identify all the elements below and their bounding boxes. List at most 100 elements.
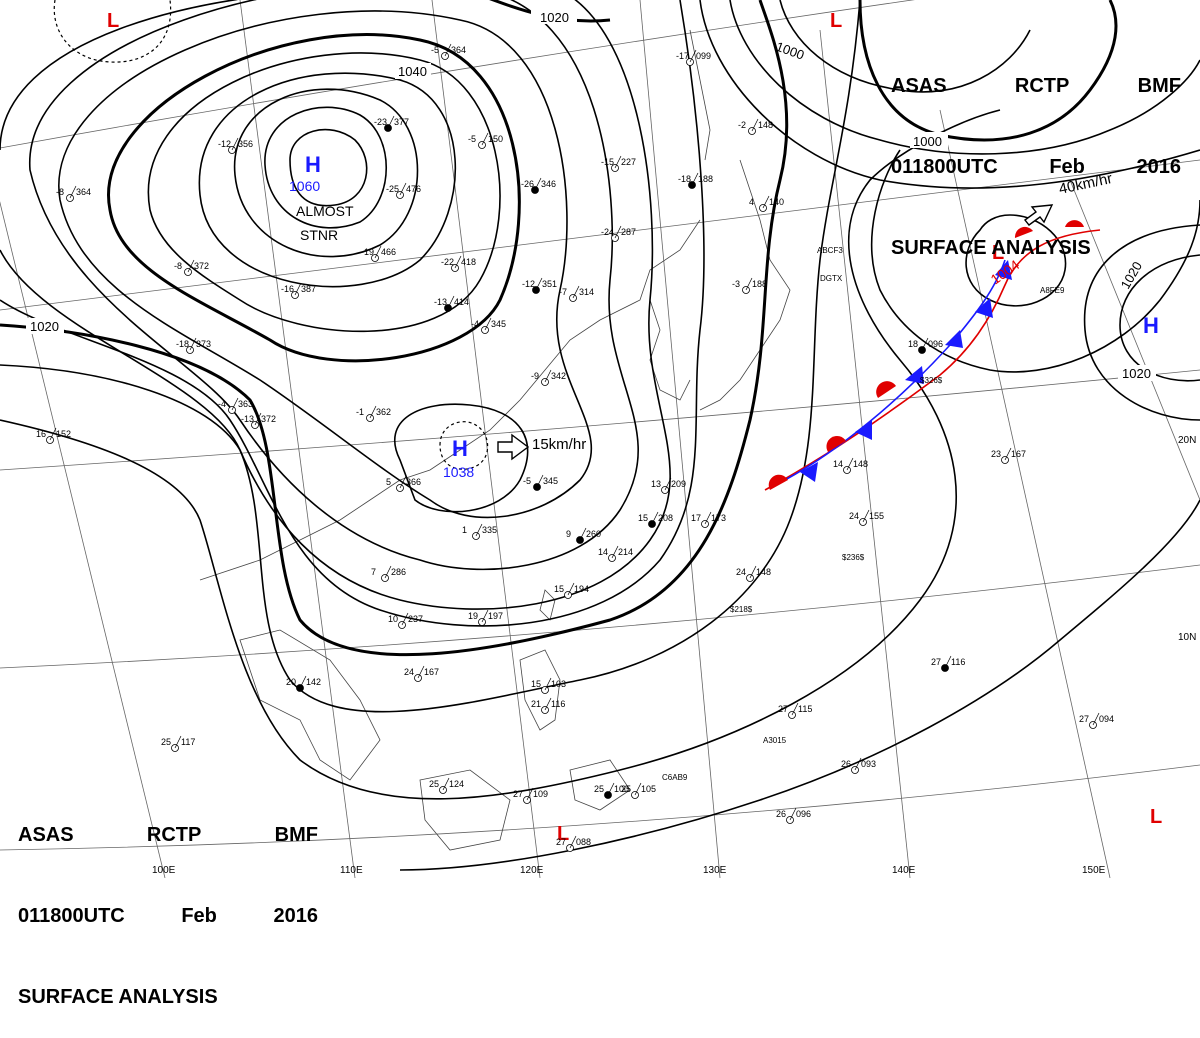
wind-barb xyxy=(299,675,307,689)
motion-arrow-high-south xyxy=(497,433,530,461)
station-plot: -16 387 xyxy=(281,282,316,299)
high-south-symbol: H xyxy=(452,436,468,461)
warm-front-semicircles xyxy=(768,220,1084,490)
coastline-mindanao xyxy=(569,759,631,811)
coastline-borneo xyxy=(419,769,511,851)
cold-front-line xyxy=(784,259,1006,481)
wind-barb xyxy=(651,511,659,525)
station-plot: -8 364 xyxy=(56,185,91,202)
station-plot: -7 314 xyxy=(559,285,594,302)
station-pressure: 116 xyxy=(951,657,965,667)
isobars xyxy=(0,0,1200,871)
station-temp: 25 xyxy=(161,737,171,747)
wind-barb xyxy=(664,477,672,491)
low-nw-symbol: L xyxy=(107,10,119,32)
ship-code: DGTX xyxy=(820,274,843,283)
station-temp: 15 xyxy=(554,584,564,594)
station-temp: 27 xyxy=(778,704,788,714)
coastline-indochina xyxy=(239,629,381,781)
station-temp: -3 xyxy=(732,279,740,289)
station-plot: 27 088 xyxy=(556,835,591,852)
wind-barb xyxy=(526,787,534,801)
high-south-value: 1038 xyxy=(443,464,474,480)
station-temp: 21 xyxy=(531,699,541,709)
header-month: Feb xyxy=(1049,156,1085,178)
chart-header-top: ASAS RCTP BMF 011800UTC Feb 2016 SURFACE… xyxy=(891,19,1181,289)
wind-barb xyxy=(231,397,239,411)
station-pressure: 314 xyxy=(579,287,594,297)
station-temp: 5 xyxy=(386,477,391,487)
header-title: SURFACE ANALYSIS xyxy=(18,986,218,1008)
wind-barb xyxy=(762,195,770,209)
coastline-china xyxy=(199,219,701,581)
station-pressure: 364 xyxy=(76,187,91,197)
isobar-1032 xyxy=(29,0,639,571)
station-plot: -18 373 xyxy=(176,337,211,354)
station-plot: 15 208 xyxy=(638,511,673,528)
wind-barb xyxy=(579,527,587,541)
header-time: 011800UTC xyxy=(18,905,125,927)
station-pressure: 387 xyxy=(301,284,316,294)
station-pressure: 148 xyxy=(853,459,868,469)
wind-barb xyxy=(1004,447,1012,461)
station-temp: 26 xyxy=(841,759,851,769)
ship-code: A3015 xyxy=(763,736,787,745)
ship-code: A8FE9 xyxy=(1040,286,1065,295)
wind-barb xyxy=(862,509,870,523)
station-temp: -15 xyxy=(601,157,614,167)
station-temp: 25 xyxy=(429,779,439,789)
isobar-label: 1000 xyxy=(913,134,942,149)
station-pressure: 096 xyxy=(796,809,811,819)
station-temp: -24 xyxy=(601,227,614,237)
station-pressure: 377 xyxy=(394,117,409,127)
wind-barb xyxy=(442,777,450,791)
header-line-1: ASAS RCTP BMF xyxy=(18,822,318,849)
high-main-value: 1060 xyxy=(289,178,320,194)
station-pressure: 116 xyxy=(551,699,565,709)
station-plot: 15 194 xyxy=(554,582,589,599)
isobar-1004-b xyxy=(729,0,1200,155)
station-plot: 16 152 xyxy=(36,427,71,444)
header-line-2: 011800UTC Feb 2016 xyxy=(18,903,318,930)
header-code: BMF xyxy=(1137,75,1181,97)
cold-front-triangle xyxy=(995,260,1012,280)
lon-label-110e: 110E xyxy=(340,865,363,876)
header-station: RCTP xyxy=(146,824,202,846)
station-pressure: 345 xyxy=(543,476,558,486)
station-temp: 15 xyxy=(531,679,541,689)
station-plot: -4 363 xyxy=(218,397,253,414)
ship-codes: ABCF3 DGTX A8FE9 $326$ $236$ $218$ A3015 C6AB9 xyxy=(662,246,1065,782)
wind-barb xyxy=(534,177,542,191)
station-pressure: 093 xyxy=(861,759,876,769)
motion-arrow-low-front xyxy=(1023,204,1054,226)
station-plot: 26 096 xyxy=(776,807,811,824)
isobar-1000 xyxy=(858,0,1118,142)
wind-barb xyxy=(689,49,697,63)
lon-line xyxy=(1069,179,1200,501)
low-front-symbol: L xyxy=(992,242,1004,264)
wind-barb xyxy=(846,457,854,471)
station-temp: -19 xyxy=(361,247,374,257)
station-temp: -25 xyxy=(386,184,399,194)
lat-line xyxy=(0,0,915,149)
isobar-1020-east xyxy=(1119,254,1200,382)
coastline-taiwan xyxy=(539,589,556,621)
station-pressure: 105 xyxy=(641,784,656,794)
station-temp: 16 xyxy=(36,429,46,439)
station-plot: -17 099 xyxy=(676,49,711,66)
station-plot: -12 351 xyxy=(522,277,557,294)
station-pressure: 152 xyxy=(56,429,71,439)
isobar-1060 xyxy=(289,128,368,207)
warm-front-semicircle xyxy=(1014,226,1033,238)
station-pressure: 237 xyxy=(408,614,423,624)
station-pressure: 372 xyxy=(261,414,276,424)
station-temp: 24 xyxy=(736,567,746,577)
wind-barb xyxy=(749,565,757,579)
station-temp: -18 xyxy=(176,339,189,349)
isobar-1048 xyxy=(198,72,457,288)
header-time: 011800UTC xyxy=(891,156,998,178)
wind-barb xyxy=(614,155,622,169)
wind-barb xyxy=(399,475,407,489)
wind-barb xyxy=(921,337,929,351)
wind-barb xyxy=(544,369,552,383)
